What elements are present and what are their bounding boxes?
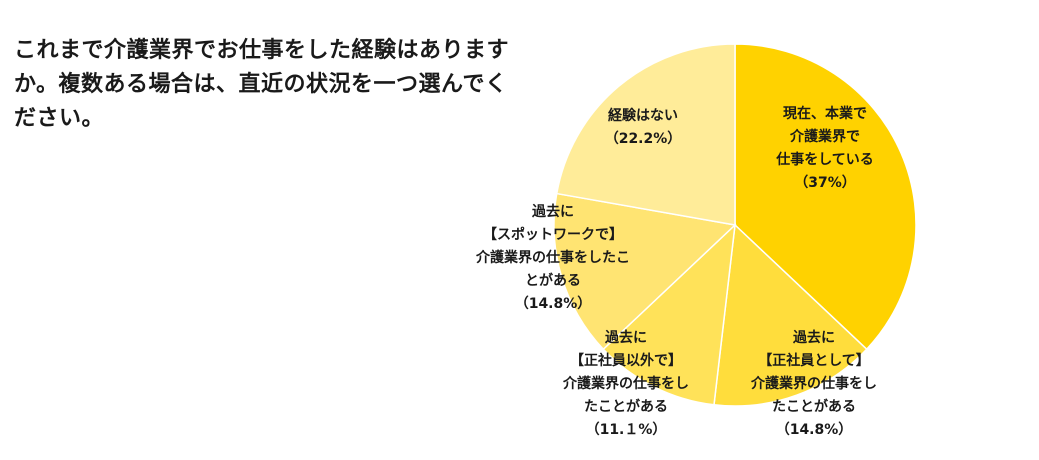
question-title: これまで介護業界でお仕事をした経験はありますか。複数ある場合は、直近の状況を一つ… bbox=[14, 38, 510, 131]
pie-slice-4 bbox=[553, 192, 737, 351]
pie-slice-5 bbox=[555, 43, 736, 226]
slice-label-line: とがある bbox=[525, 272, 581, 289]
slice-label-line: 過去に bbox=[792, 329, 835, 346]
slice-label-line: 介護業界の仕事をし bbox=[750, 375, 877, 392]
slice-label-line: たことがある bbox=[772, 398, 856, 415]
pie-slice-3 bbox=[602, 223, 736, 406]
slice-label-line: 介護業界の仕事をし bbox=[562, 375, 689, 392]
slice-label-line: （14.8%） bbox=[776, 422, 853, 438]
slice-label-line: 【正社員として】 bbox=[758, 352, 870, 369]
slice-label-4: 過去に【スポットワークで】介護業界の仕事をしたことがある （14.8%） bbox=[475, 203, 630, 312]
slice-label-line: 【正社員以外で】 bbox=[570, 352, 682, 369]
slice-label-line: 介護業界の仕事をしたこ bbox=[475, 249, 630, 266]
slice-label-line: 過去に bbox=[604, 329, 647, 346]
slice-label-line: たことがある bbox=[584, 398, 668, 415]
slice-label-line: 介護業界で bbox=[789, 128, 860, 145]
slice-label-2: 過去に【正社員として】介護業界の仕事をしたことがある （14.8%） bbox=[750, 329, 877, 438]
slice-label-3: 過去に【正社員以外で】介護業界の仕事をしたことがある （11.１%） bbox=[562, 329, 689, 438]
slice-label-line: 経験はない bbox=[608, 107, 678, 124]
pie-slice-2 bbox=[713, 223, 868, 407]
slice-label-5: 経験はない （22.2%） bbox=[605, 107, 682, 147]
slice-label-line: （22.2%） bbox=[605, 131, 682, 147]
slice-label-line: （11.１%） bbox=[586, 422, 667, 438]
slice-label-line: （14.8%） bbox=[515, 296, 592, 312]
slice-label-1: 現在、本業で介護業界で仕事をしている （37%） bbox=[775, 105, 874, 191]
pie-slice-1 bbox=[734, 43, 917, 351]
slice-label-line: 過去に bbox=[531, 203, 574, 220]
slice-label-line: 【スポットワークで】 bbox=[483, 226, 623, 243]
slice-label-line: 仕事をしている bbox=[775, 151, 874, 168]
slice-label-line: 現在、本業で bbox=[783, 105, 867, 122]
slice-label-line: （37%） bbox=[794, 175, 856, 191]
